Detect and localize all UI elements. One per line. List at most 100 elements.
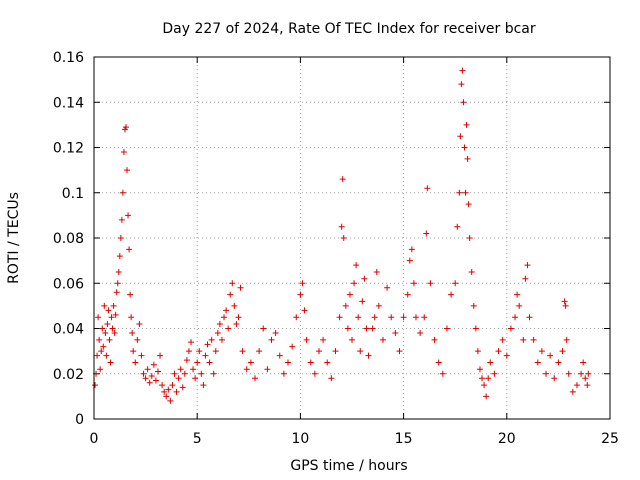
data-point [457,133,464,140]
data-point [481,382,488,389]
x-tick-label: 0 [90,431,99,447]
data-point [462,189,469,196]
data-point [96,336,103,343]
data-point [585,370,592,377]
data-point [112,311,119,318]
data-point [114,280,121,287]
data-point [338,223,345,230]
data-point [485,375,492,382]
data-point [369,325,376,332]
data-point [578,370,585,377]
plot-frame [93,56,611,420]
data-point [169,382,176,389]
data-point [324,359,331,366]
data-point [144,366,151,373]
data-point [339,176,346,183]
data-point [276,352,283,359]
x-tick-label: 10 [291,431,309,447]
data-point [109,325,116,332]
data-point [154,368,161,375]
data-point [293,314,300,321]
data-point [216,320,223,327]
data-point [118,216,125,223]
data-point [547,352,554,359]
data-point [512,314,519,321]
data-point [285,359,292,366]
data-point [260,325,267,332]
y-tick-label: 0.02 [53,367,84,383]
data-point [365,352,372,359]
data-point [417,330,424,337]
data-point [268,336,275,343]
data-point [229,280,236,287]
data-point [138,352,145,359]
data-point [188,339,195,346]
data-point [92,382,99,389]
data-point [353,262,360,269]
data-point [111,330,118,337]
data-point [468,268,475,275]
y-axis-label: ROTI / TECUs [6,192,22,284]
data-point [404,291,411,298]
data-point [239,348,246,355]
data-point [192,375,199,382]
data-point [167,397,174,404]
data-point [289,343,296,350]
x-tick-label: 20 [498,431,516,447]
axis-ticks [93,56,611,420]
chart-title: Day 227 of 2024, Rate Of TEC Index for r… [162,21,536,37]
data-point [476,366,483,373]
data-point [204,341,211,348]
data-point [507,325,514,332]
data-point [264,366,271,373]
data-point [561,298,568,305]
x-tick-label: 5 [193,431,202,447]
data-point [208,336,215,343]
data-point [206,359,213,366]
data-point [113,289,120,296]
data-point [551,375,558,382]
data-point [107,359,114,366]
data-point [580,359,587,366]
data-point [120,149,127,156]
data-point [406,257,413,264]
data-point [177,366,184,373]
data-point [439,370,446,377]
data-point [185,348,192,355]
data-point [400,314,407,321]
data-point [307,359,314,366]
data-point [384,284,391,291]
data-point [465,201,472,208]
data-point [299,280,306,287]
data-point [237,284,244,291]
data-point [126,246,133,253]
data-point [427,280,434,287]
x-tick-labels: 0 5 10 15 20 25 [90,431,619,447]
data-point [315,348,322,355]
data-point [161,388,168,395]
data-point [520,336,527,343]
data-point [355,314,362,321]
data-point [474,348,481,355]
y-tick-label: 0.12 [53,141,84,157]
data-point [190,366,197,373]
data-point [198,370,205,377]
data-point [357,348,364,355]
data-point [421,314,428,321]
data-point [534,359,541,366]
data-point [379,336,386,343]
data-point [130,348,137,355]
y-tick-labels: 0 0.02 0.04 0.06 0.08 0.1 0.12 0.14 0.16 [53,50,84,428]
data-point [150,361,157,368]
data-point [214,330,221,337]
data-point [538,348,545,355]
x-axis-label: GPS time / hours [290,458,407,474]
data-point [452,280,459,287]
data-point [424,185,431,192]
data-point [104,320,111,327]
y-tick-label: 0.06 [53,276,84,292]
data-point [157,352,164,359]
data-point [344,325,351,332]
data-point [459,67,466,74]
data-point [127,291,134,298]
